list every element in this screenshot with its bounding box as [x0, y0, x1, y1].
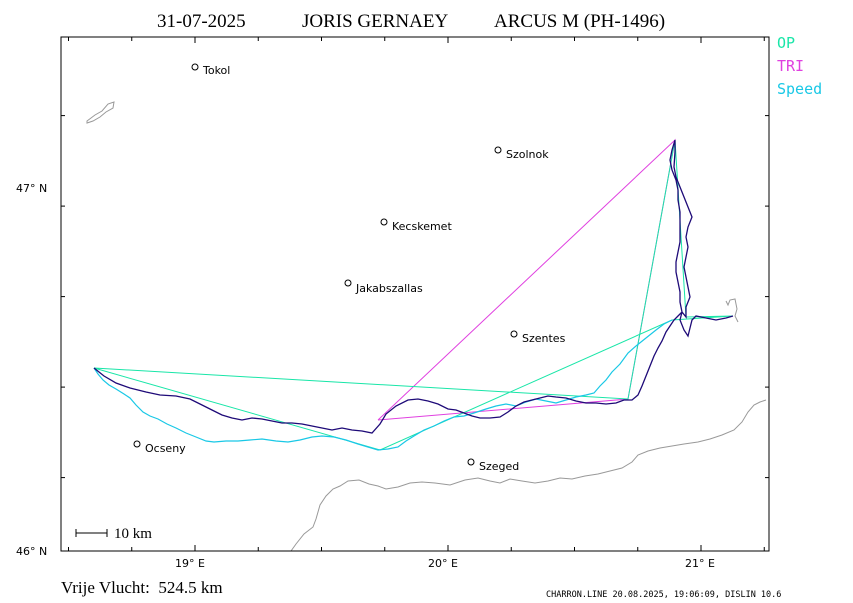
y-tick-47: 47° N [16, 182, 47, 195]
border-south [290, 399, 767, 552]
town-szentes: Szentes [522, 332, 566, 345]
axis-ticks [61, 37, 769, 551]
town-marker-jakabszallas [344, 279, 352, 287]
software-credit: CHARRON.LINE 20.08.2025, 19:06:09, DISLI… [546, 590, 781, 600]
town-szolnok: Szolnok [506, 148, 549, 161]
town-szeged: Szeged [479, 460, 519, 473]
lake-balaton [86, 101, 115, 124]
town-tokol: Tokol [202, 64, 230, 77]
y-tick-46: 46° N [16, 545, 47, 558]
flight-track [93, 139, 734, 434]
town-marker-szentes [510, 330, 518, 338]
towns: Tokol Szolnok Kecskemet Jakabszallas Sze… [133, 63, 566, 473]
town-marker-szeged [467, 458, 475, 466]
speed-track [93, 319, 673, 451]
header-pilot: JORIS GERNAEY [302, 11, 448, 32]
x-tick-21: 21° E [685, 557, 715, 570]
town-marker-szolnok [494, 146, 502, 154]
town-marker-ocseny [133, 440, 141, 448]
legend-speed: Speed [777, 80, 822, 98]
scale-bar [75, 529, 108, 537]
borders [86, 101, 767, 552]
map-frame [60, 36, 770, 552]
legend-op: OP [777, 34, 795, 52]
tri-route [377, 138, 676, 421]
map-area [86, 101, 767, 552]
town-kecskemet: Kecskemet [392, 220, 452, 233]
town-marker-kecskemet [380, 218, 388, 226]
town-marker-tokol [191, 63, 199, 71]
scale-bar-label: 10 km [114, 526, 152, 542]
town-jakabszallas: Jakabszallas [355, 282, 423, 295]
op-route [93, 139, 734, 451]
header-date: 31-07-2025 [157, 11, 246, 32]
free-flight-distance: Vrije Vlucht: 524.5 km [61, 578, 223, 597]
border-east [725, 298, 739, 323]
town-ocseny: Ocseny [145, 442, 186, 455]
legend-tri: TRI [777, 57, 804, 75]
header-glider: ARCUS M (PH-1496) [494, 11, 665, 32]
x-tick-19: 19° E [175, 557, 205, 570]
x-tick-20: 20° E [428, 557, 458, 570]
